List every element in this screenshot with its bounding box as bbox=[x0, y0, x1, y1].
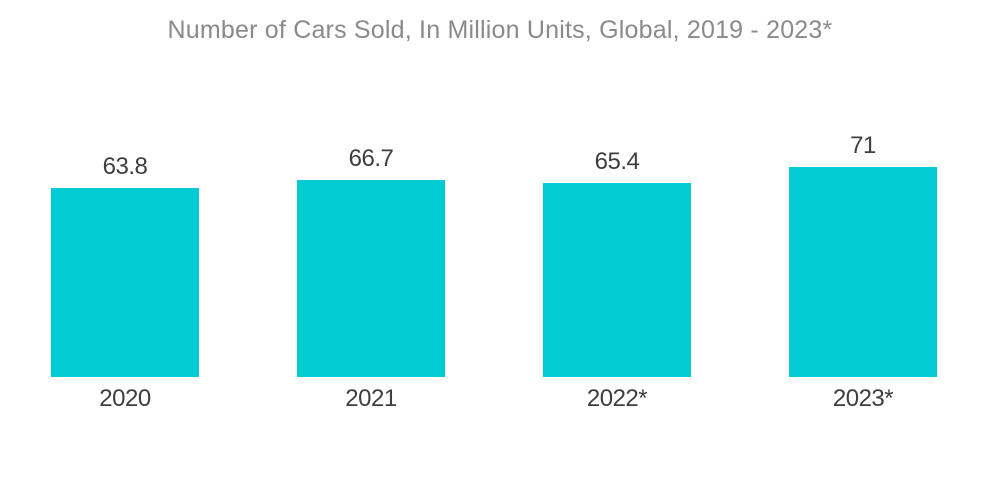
bar-column: 65.4 2022* bbox=[494, 100, 740, 420]
chart-title: Number of Cars Sold, In Million Units, G… bbox=[167, 16, 833, 44]
bar-value-label: 71 bbox=[850, 131, 876, 159]
bar-value-label: 66.7 bbox=[348, 144, 394, 172]
bar-column: 63.8 2020 bbox=[2, 100, 248, 420]
x-axis-label: 2022* bbox=[586, 385, 648, 412]
plot-area: 63.8 2020 66.7 2021 65.4 2022* 71 2023* bbox=[2, 100, 986, 420]
bar-2020 bbox=[51, 188, 199, 377]
bar-2021 bbox=[297, 179, 445, 377]
bar-value-label: 63.8 bbox=[102, 153, 148, 181]
x-axis-label: 2021 bbox=[345, 385, 397, 412]
x-axis-label: 2020 bbox=[99, 385, 151, 412]
bar-value-label: 65.4 bbox=[594, 148, 640, 176]
bar-column: 66.7 2021 bbox=[248, 100, 494, 420]
bar-2022 bbox=[543, 183, 691, 377]
bar-column: 71 2023* bbox=[740, 100, 986, 420]
x-axis-label: 2023* bbox=[832, 385, 894, 412]
bar-2023 bbox=[789, 166, 937, 377]
